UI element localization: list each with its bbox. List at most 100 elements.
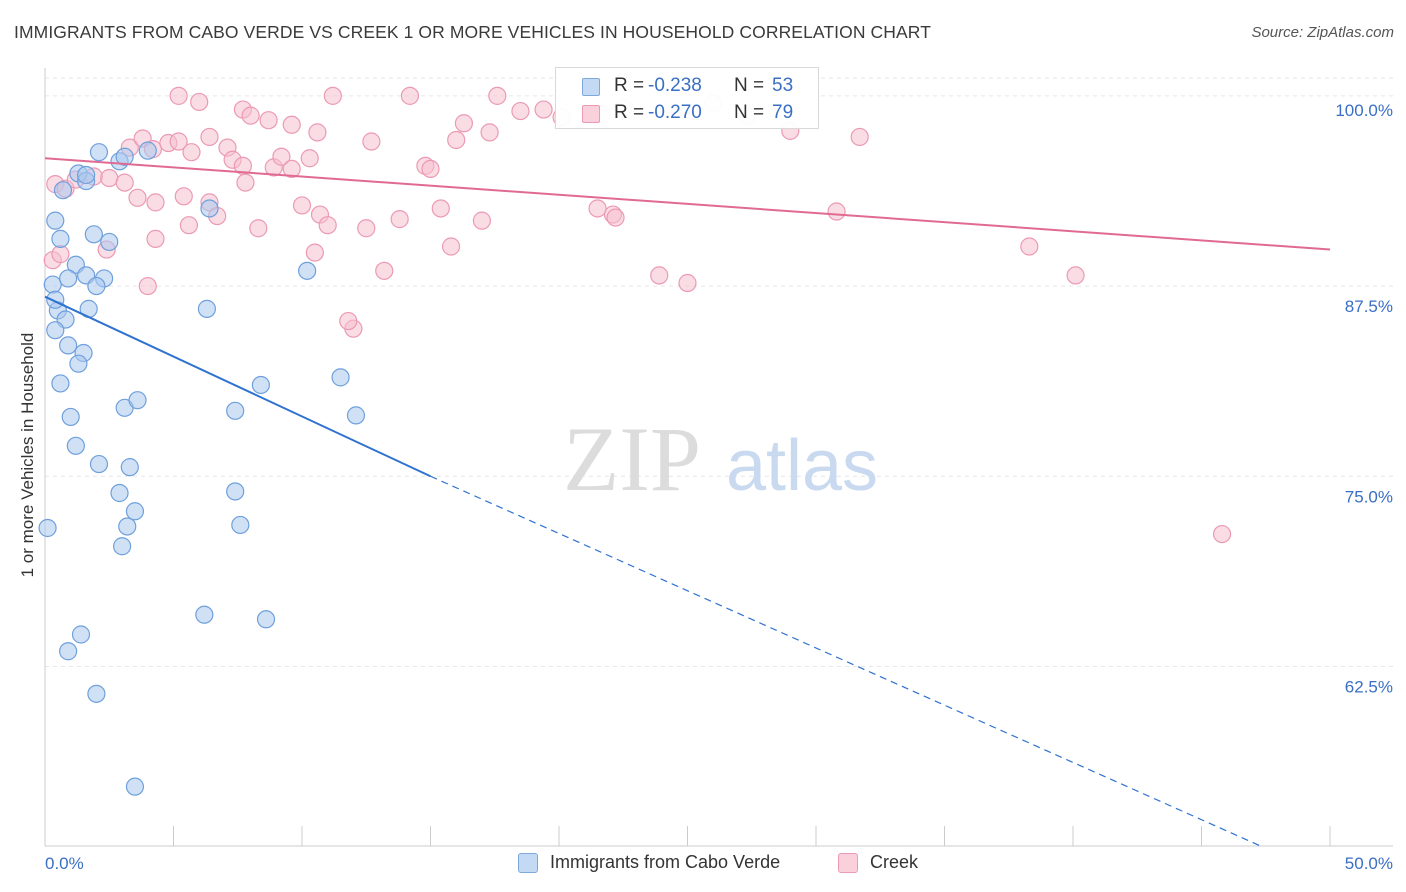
cabo-verde-point xyxy=(89,143,109,162)
legend-swatch-blue xyxy=(582,78,600,96)
cabo-verde-point xyxy=(298,261,317,280)
cabo-verde-point xyxy=(112,537,132,556)
cabo-verde-point xyxy=(256,610,276,629)
chart-title: IMMIGRANTS FROM CABO VERDE VS CREEK 1 OR… xyxy=(14,22,932,42)
legend-n-value: 79 xyxy=(772,102,794,123)
creek-point xyxy=(441,237,461,256)
cabo-verde-point xyxy=(87,684,106,703)
legend-n-value: 53 xyxy=(772,75,794,96)
creek-point xyxy=(362,132,381,151)
creek-point xyxy=(400,86,420,105)
creek-point xyxy=(827,202,846,221)
creek-point xyxy=(115,173,134,192)
creek-point xyxy=(488,86,507,105)
creek-point xyxy=(241,106,260,125)
cabo-verde-trend-extension xyxy=(430,475,1261,847)
cabo-verde-point xyxy=(89,454,109,474)
creek-point xyxy=(200,127,219,147)
creek-point xyxy=(174,187,193,206)
cabo-verde-point xyxy=(77,165,96,185)
cabo-verde-point xyxy=(226,482,245,501)
creek-point xyxy=(146,229,165,248)
cabo-verde-point xyxy=(138,141,157,160)
cabo-verde-point xyxy=(61,407,80,427)
cabo-verde-point xyxy=(110,483,129,503)
cabo-verde-point xyxy=(59,269,78,288)
creek-point xyxy=(190,92,209,112)
creek-point xyxy=(421,159,440,179)
cabo-verde-point xyxy=(66,436,85,455)
cabo-verde-point xyxy=(200,199,219,218)
cabo-verde-point xyxy=(46,321,65,340)
creek-point xyxy=(431,199,450,218)
legend-label: Creek xyxy=(870,852,919,872)
creek-point xyxy=(169,86,188,105)
creek-point xyxy=(100,168,119,188)
creek-point xyxy=(480,123,499,142)
cabo-verde-point xyxy=(71,625,91,644)
creek-point xyxy=(678,273,697,293)
creek-point xyxy=(282,159,301,179)
creek-point xyxy=(259,111,278,130)
cabo-verde-point xyxy=(197,299,217,318)
creek-point xyxy=(305,243,324,262)
cabo-verde-point xyxy=(59,642,78,661)
creek-point xyxy=(1066,266,1085,285)
creek-trend-line xyxy=(44,157,1331,251)
creek-point xyxy=(318,216,337,235)
watermark-zip: ZIP xyxy=(563,408,701,510)
cabo-verde-point xyxy=(46,211,65,230)
cabo-verde-trend-line xyxy=(44,295,431,478)
legend-r-value: -0.238 xyxy=(648,75,702,96)
creek-point xyxy=(300,149,319,168)
cabo-verde-point xyxy=(51,229,70,248)
legend-swatch-pink xyxy=(838,853,858,873)
cabo-verde-point xyxy=(100,232,119,252)
creek-point xyxy=(169,132,188,151)
stats-legend: R = -0.238 N = 53 R = -0.270 N = 79 xyxy=(555,67,819,129)
legend-swatch-pink xyxy=(582,105,600,123)
cabo-verde-point xyxy=(331,368,350,387)
creek-point xyxy=(1020,237,1039,256)
creek-point xyxy=(128,188,147,207)
cabo-verde-point xyxy=(120,458,139,477)
cabo-verde-point xyxy=(69,354,88,373)
axes xyxy=(44,68,1393,847)
legend-label: Immigrants from Cabo Verde xyxy=(550,852,781,872)
cabo-verde-point xyxy=(226,401,245,420)
cabo-verde-point xyxy=(128,391,147,410)
creek-point xyxy=(272,147,291,166)
legend-r-label: R = xyxy=(614,102,645,123)
cabo-verde-point xyxy=(43,275,62,294)
legend-n-label: N = xyxy=(734,75,765,96)
creek-point xyxy=(606,208,625,227)
watermark-atlas: atlas xyxy=(726,426,878,506)
cabo-verde-point xyxy=(115,147,134,166)
creek-point xyxy=(236,173,255,192)
legend-r-label: R = xyxy=(614,75,645,96)
creek-point xyxy=(850,127,869,147)
cabo-verde-point xyxy=(346,406,366,425)
source-label: Source: ZipAtlas.com xyxy=(1251,24,1394,41)
x-tick-label: 0.0% xyxy=(45,854,84,873)
creek-point xyxy=(179,216,199,235)
creek-point xyxy=(138,276,157,296)
cabo-verde-point xyxy=(38,518,57,538)
creek-point xyxy=(454,114,474,133)
y-tick-label: 87.5% xyxy=(1345,297,1393,316)
cabo-verde-point xyxy=(53,181,73,200)
watermark: ZIP atlas xyxy=(563,408,878,510)
trend-lines xyxy=(44,157,1331,847)
creek-point xyxy=(1212,524,1232,544)
creek-point xyxy=(390,210,409,229)
legend-n-label: N = xyxy=(734,102,765,123)
cabo-verde-points xyxy=(38,141,366,796)
y-tick-label: 62.5% xyxy=(1345,677,1393,696)
cabo-verde-point xyxy=(125,777,145,796)
creek-point xyxy=(339,311,358,331)
creek-point xyxy=(375,261,394,280)
cabo-verde-point xyxy=(195,605,214,624)
y-tick-label: 100.0% xyxy=(1335,101,1393,120)
y-tick-label: 75.0% xyxy=(1345,487,1393,506)
creek-point xyxy=(472,211,491,230)
